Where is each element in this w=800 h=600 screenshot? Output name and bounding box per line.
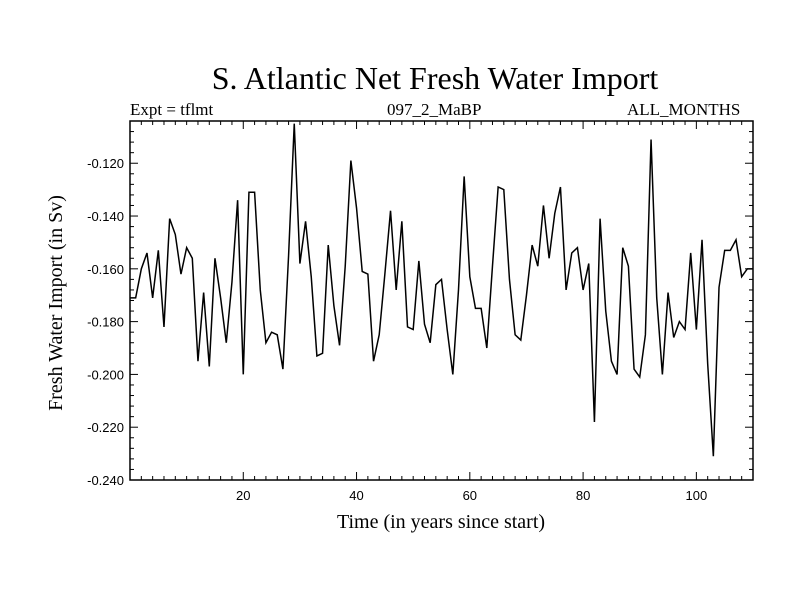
x-tick-label: 60 — [463, 488, 477, 503]
months-label: ALL_MONTHS — [627, 100, 741, 119]
chart-title: S. Atlantic Net Fresh Water Import — [211, 60, 659, 96]
y-tick-label: -0.140 — [87, 209, 124, 224]
y-axis-ticks: -0.120 -0.140 -0.160 -0.180 -0.200 -0.220 -0.2… — [87, 120, 753, 488]
y-tick-label: -0.240 — [87, 473, 124, 488]
x-tick-label: 80 — [576, 488, 590, 503]
y-axis-label: Fresh Water Import (in Sv) — [45, 195, 67, 411]
y-tick-label: -0.180 — [87, 315, 124, 330]
x-tick-label: 40 — [349, 488, 363, 503]
y-tick-label: -0.220 — [87, 420, 124, 435]
series-line — [130, 123, 753, 457]
x-axis-ticks: 20 40 60 80 100 — [140, 121, 743, 503]
x-tick-label: 100 — [686, 488, 708, 503]
experiment-label: Expt = tflmt — [130, 100, 214, 119]
run-id-label: 097_2_MaBP — [387, 100, 482, 119]
y-tick-label: -0.160 — [87, 262, 124, 277]
y-tick-label: -0.120 — [87, 156, 124, 171]
y-tick-label: -0.200 — [87, 367, 124, 382]
plot-frame — [129, 120, 754, 481]
x-axis-label: Time (in years since start) — [337, 511, 545, 533]
x-tick-label: 20 — [236, 488, 250, 503]
